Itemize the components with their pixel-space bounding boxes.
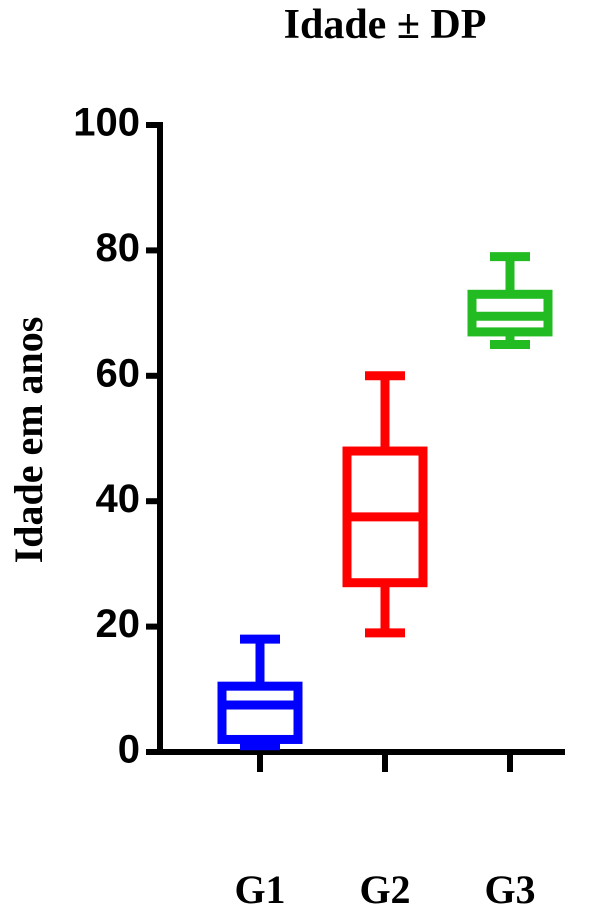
y-tick-label: 100 <box>73 101 140 145</box>
box <box>217 681 303 744</box>
y-tick-label: 20 <box>96 602 141 646</box>
y-tick-label: 60 <box>96 351 141 395</box>
x-tick-label: G2 <box>359 867 410 912</box>
y-axis-label: Idade em anos <box>6 317 51 564</box>
x-tick-label: G1 <box>234 867 285 912</box>
chart-title: Idade ± DP <box>284 2 487 48</box>
y-tick-label: 0 <box>118 728 140 772</box>
x-tick-label: G3 <box>484 867 535 912</box>
y-tick-label: 40 <box>96 477 141 521</box>
y-tick-label: 80 <box>96 226 141 270</box>
